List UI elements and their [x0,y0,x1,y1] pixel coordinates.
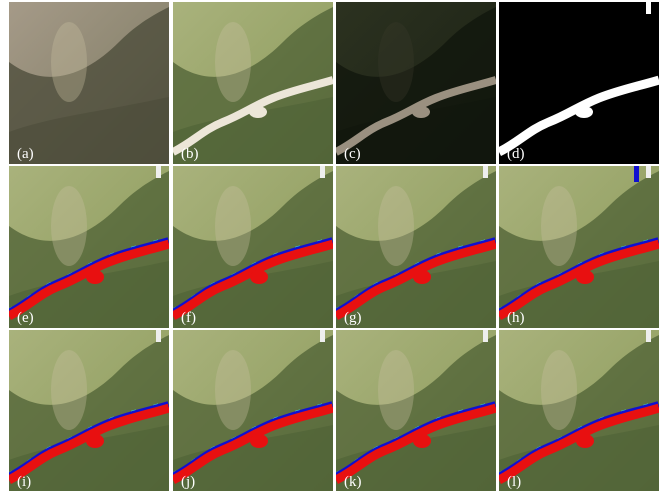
panel-label: (l) [507,474,521,490]
panel-image [499,2,659,164]
clearing [378,22,414,102]
clearing [378,186,414,266]
panel: (j) [173,330,333,491]
river-blob [576,270,594,284]
figure: (a) (b) (c) (d) (e) (f) (g) (h) (i) (j) (k) (l) [0,0,670,491]
panel: (l) [499,330,659,491]
panel-image [9,166,169,328]
river-blob [576,434,594,448]
panel-image [173,2,333,164]
panel-label: (b) [181,146,199,162]
clearing [378,350,414,430]
panel-image [9,330,169,491]
top-white [156,330,161,342]
panel-label: (j) [181,474,195,490]
panel-label: (k) [344,474,362,490]
panel: (h) [499,166,659,328]
panel-label: (a) [17,146,34,162]
panel-label: (h) [507,310,525,326]
river-blob [86,434,104,448]
panel: (i) [9,330,169,491]
panel-label: (f) [181,310,196,326]
panel-image [499,330,659,491]
top-white [646,166,651,178]
panel-image [336,2,496,164]
clearing [51,350,87,430]
clearing [215,350,251,430]
panel-image [173,330,333,491]
panel: (b) [173,2,333,164]
clearing [51,186,87,266]
top-white [483,166,488,178]
panel: (f) [173,166,333,328]
panel-label: (d) [507,146,525,162]
river-blob [412,106,430,118]
clearing [541,186,577,266]
clearing [215,186,251,266]
river-blob [413,434,431,448]
panel-image [336,330,496,491]
river-blob [250,270,268,284]
panel-label: (e) [17,310,34,326]
top-white [320,166,325,178]
mask-blob [575,106,593,118]
top-white [156,166,161,178]
panel: (a) [9,2,169,164]
panel-label: (i) [17,474,31,490]
panel: (d) [499,2,659,164]
panel: (c) [336,2,496,164]
river-blob [249,106,267,118]
mask-top [646,2,651,14]
panel-label: (c) [344,146,361,162]
river-blob [86,270,104,284]
clearing [541,350,577,430]
panel: (e) [9,166,169,328]
river-blob [250,434,268,448]
panel-image [336,166,496,328]
river-blob [413,270,431,284]
panel-image [499,166,659,328]
top-white [483,330,488,342]
clearing [215,22,251,102]
top-white [646,330,651,342]
panel-image [9,2,169,164]
panel: (k) [336,330,496,491]
panel-image [173,166,333,328]
top-white [320,330,325,342]
clearing [51,22,87,102]
blue-spot [634,166,639,182]
panel: (g) [336,166,496,328]
panel-label: (g) [344,310,362,326]
